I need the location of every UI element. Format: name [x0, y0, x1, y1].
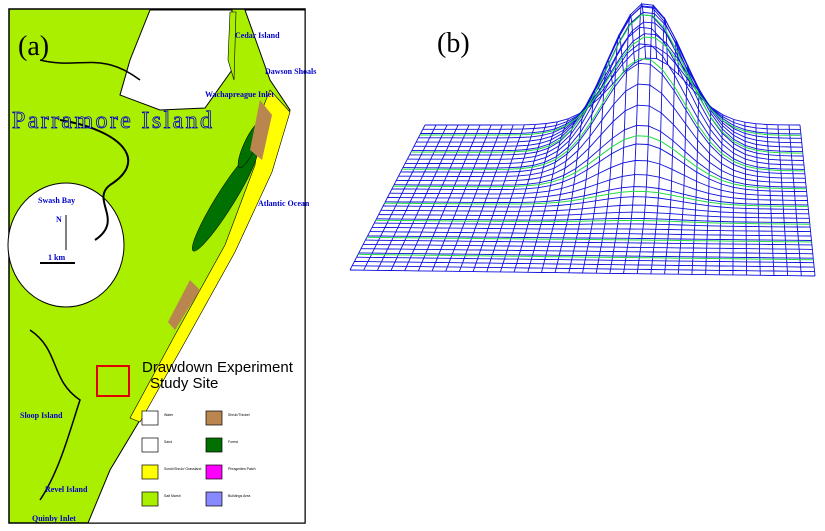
legend-swatch	[141, 491, 159, 507]
mesh-line	[705, 107, 713, 275]
mesh-line	[367, 235, 812, 241]
map-label: Wachapreague Inlet	[205, 90, 274, 99]
mesh-line	[595, 34, 624, 274]
legend-swatch	[205, 410, 223, 426]
mesh-line	[527, 118, 569, 273]
mesh-line	[677, 64, 691, 275]
mesh-line	[375, 219, 810, 225]
map-label: Atlantic Ocean	[258, 199, 310, 208]
mesh-line	[372, 226, 811, 233]
legend-label: Salt Marsh	[164, 494, 181, 498]
mesh-line	[788, 124, 802, 276]
mesh-line	[691, 89, 702, 275]
mesh-line	[358, 252, 814, 259]
panel-label: (b)	[437, 28, 470, 59]
legend-label: Forest	[228, 440, 238, 444]
mesh-line	[360, 248, 813, 255]
mesh-line	[384, 190, 809, 207]
mesh-line	[650, 16, 669, 274]
map-label: N	[56, 215, 62, 224]
channel	[59, 119, 130, 241]
mesh-line	[385, 186, 808, 206]
mesh-line	[393, 135, 807, 190]
legend-label: Buildings Area	[228, 494, 250, 498]
thicket	[168, 100, 272, 330]
mesh-line	[766, 124, 775, 276]
mesh-line	[354, 261, 815, 268]
mesh-line	[410, 14, 803, 154]
mesh-line	[799, 124, 816, 277]
mesh-line	[376, 217, 810, 224]
mesh-line	[636, 5, 658, 274]
mesh-line	[349, 269, 816, 277]
mesh-line	[777, 124, 789, 276]
mesh-line	[396, 104, 806, 184]
mesh-line	[419, 36, 802, 136]
map-label: Swash Bay	[38, 196, 75, 205]
mesh-line	[402, 58, 805, 172]
mesh-line	[732, 119, 735, 275]
panel-label: (a)	[18, 31, 49, 62]
study-site-label: Study Site	[150, 375, 218, 392]
mesh-line	[356, 256, 814, 264]
legend-label: Phragmites Patch	[228, 467, 256, 471]
map: (a) Cedar Island Dawson Shoals Wachaprea…	[7, 8, 316, 524]
map-label: Dawson Shoals	[265, 67, 316, 76]
mesh-line	[374, 222, 811, 228]
mesh-line	[425, 57, 801, 126]
map-label: Revel Island	[45, 485, 88, 494]
mesh-line	[378, 211, 810, 219]
map-label: 1 km	[48, 253, 65, 262]
mesh-line	[363, 243, 813, 250]
legend-swatch	[141, 437, 159, 453]
legend-swatch	[205, 437, 223, 453]
legend-label: Scrub/Shrub/ Grassland	[164, 467, 201, 471]
legend-label: Sand	[164, 440, 172, 444]
mesh-line	[744, 122, 748, 276]
mesh-line	[366, 236, 812, 243]
legend-swatch	[141, 464, 159, 480]
mesh-line	[609, 13, 636, 274]
map-label: Quinby Inlet	[32, 514, 76, 523]
mesh-line	[358, 253, 814, 261]
mesh-line	[755, 123, 761, 276]
legend-label: Shrub/Thicket	[228, 413, 250, 417]
study-site-label: Drawdown Experiment	[142, 359, 294, 376]
mesh-line	[387, 174, 808, 201]
channel	[29, 329, 81, 501]
map-label: Cedar Island	[235, 31, 280, 40]
mesh-line	[365, 239, 812, 246]
mesh-line	[383, 196, 809, 210]
legend-label: Water	[164, 413, 174, 417]
mesh-line	[380, 204, 809, 215]
island	[227, 11, 237, 81]
legend-swatch	[141, 410, 159, 426]
mesh-line	[369, 231, 812, 237]
mesh-line	[623, 2, 647, 274]
legend-swatch	[205, 464, 223, 480]
mesh-line	[718, 114, 724, 275]
mesh-surface	[349, 2, 816, 277]
study-site-box	[96, 365, 130, 397]
mesh-line	[352, 265, 815, 273]
mesh-line	[420, 33, 801, 135]
mesh-line	[664, 39, 680, 275]
map-label: Parramore Island	[12, 108, 212, 134]
channel	[39, 59, 141, 81]
map-label: Sloop Island	[20, 411, 63, 420]
legend-swatch	[205, 491, 223, 507]
